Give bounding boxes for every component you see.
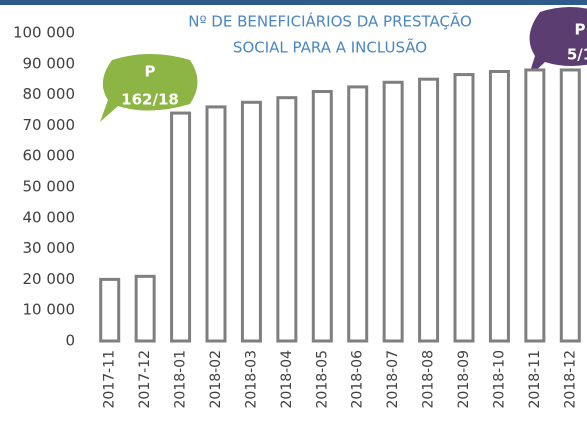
x-tick-label: 2017-12 <box>137 350 153 409</box>
x-tick-label: 2017-11 <box>102 350 118 409</box>
x-tick-label: 2018-07 <box>385 350 401 409</box>
y-tick-label: 20 000 <box>23 270 76 288</box>
chart-title: Nº DE BENEFICIÁRIOS DA PRESTAÇÃO <box>188 12 472 31</box>
bar <box>240 100 262 343</box>
x-tick-label: 2018-12 <box>562 350 578 409</box>
bar <box>170 111 192 343</box>
callout <box>528 7 587 78</box>
bar <box>347 85 369 343</box>
y-tick-label: 0 <box>65 332 75 350</box>
bar <box>488 70 510 343</box>
x-tick-label: 2018-05 <box>314 350 330 409</box>
callout-text: 5/1 <box>567 46 587 64</box>
x-tick-label: 2018-08 <box>421 350 437 409</box>
callout-text: P <box>575 21 586 39</box>
bar <box>311 90 333 343</box>
bar <box>524 68 546 343</box>
chart-title: SOCIAL PARA A INCLUSÃO <box>233 38 427 57</box>
bar <box>559 68 581 343</box>
y-tick-label: 100 000 <box>13 24 75 42</box>
top-strip <box>0 0 587 5</box>
bar <box>418 77 440 343</box>
y-tick-label: 40 000 <box>23 208 76 226</box>
bar <box>134 274 156 343</box>
x-tick-label: 2018-03 <box>243 350 259 409</box>
y-tick-label: 10 000 <box>23 301 76 319</box>
y-tick-label: 90 000 <box>23 54 76 72</box>
callout-text: P <box>145 63 156 81</box>
y-tick-label: 80 000 <box>23 85 76 103</box>
y-tick-label: 60 000 <box>23 147 76 165</box>
callout-text: 162/18 <box>121 91 179 109</box>
callout <box>100 54 198 122</box>
x-tick-label: 2018-11 <box>527 350 543 409</box>
y-tick-label: 70 000 <box>23 116 76 134</box>
bar <box>453 73 475 343</box>
x-tick-label: 2018-04 <box>279 350 295 409</box>
x-tick-label: 2018-09 <box>456 350 472 409</box>
x-tick-label: 2018-02 <box>208 350 224 409</box>
y-tick-label: 50 000 <box>23 178 76 196</box>
bar <box>276 96 298 343</box>
bar <box>99 277 121 343</box>
x-tick-label: 2018-10 <box>491 350 507 409</box>
y-tick-label: 30 000 <box>23 239 76 257</box>
bar <box>382 80 404 343</box>
bar <box>205 105 227 343</box>
x-tick-label: 2018-01 <box>173 350 189 409</box>
x-tick-label: 2018-06 <box>350 350 366 409</box>
